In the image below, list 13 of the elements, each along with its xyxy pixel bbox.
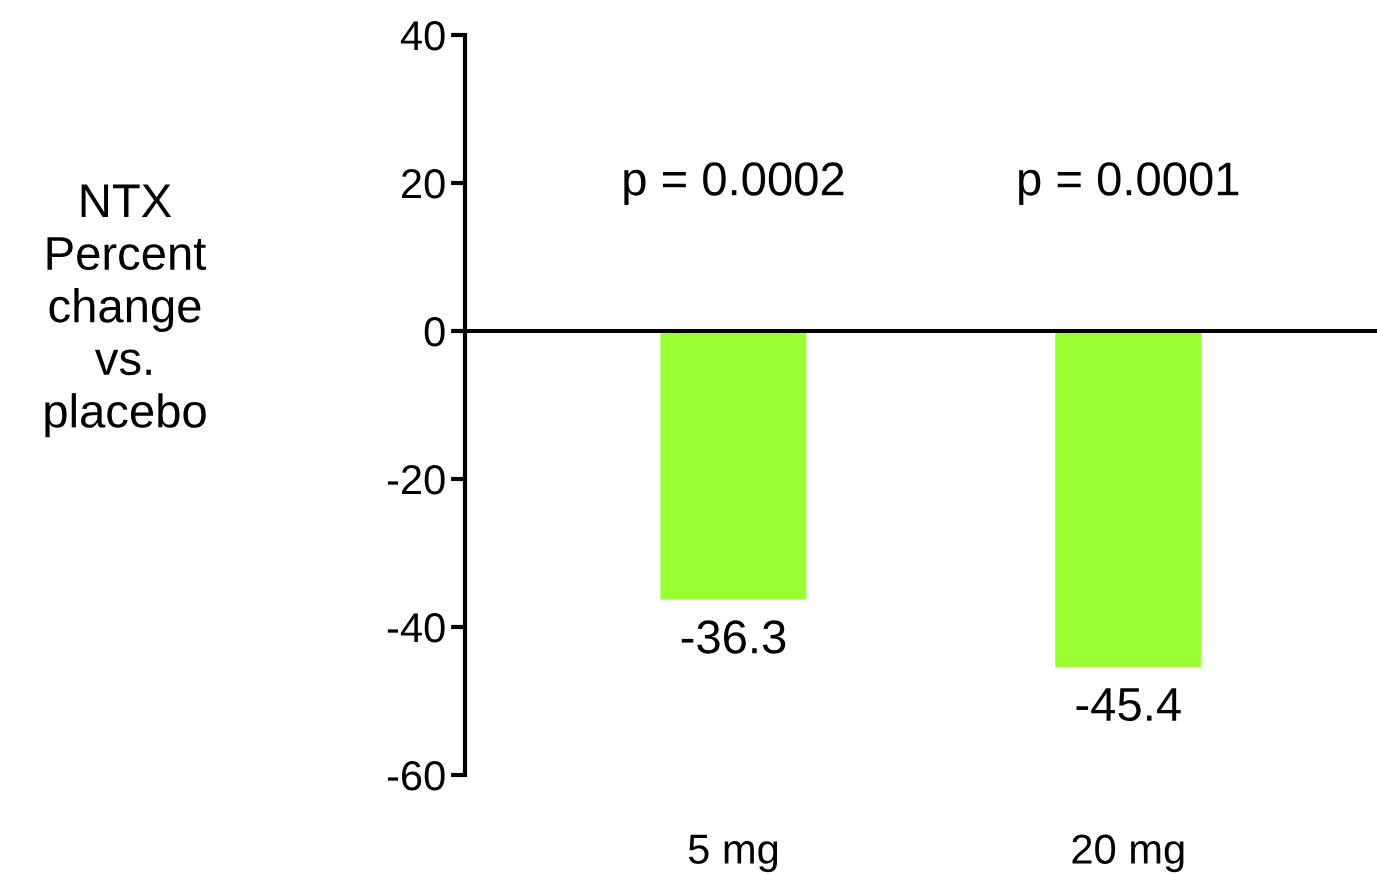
y-axis-title: NTX Percent change vs. placebo (45, 184, 207, 438)
y-tick-label: 40 (400, 21, 445, 51)
data-label: -36.3 (681, 620, 786, 654)
y-tick-label: 0 (424, 317, 445, 347)
y-tick-label: 20 (402, 169, 445, 199)
y-tick-label: -60 (387, 761, 445, 791)
x-tick-label: 5 mg (688, 834, 778, 873)
x-tick-label: 20 mg (1072, 834, 1184, 873)
annotation: p = 0.0001 (1019, 162, 1239, 206)
data-label: -45.4 (1076, 688, 1181, 722)
y-tick-label: -40 (387, 613, 445, 643)
y-tick-label: -20 (387, 465, 445, 495)
annotation: p = 0.0002 (624, 162, 844, 206)
